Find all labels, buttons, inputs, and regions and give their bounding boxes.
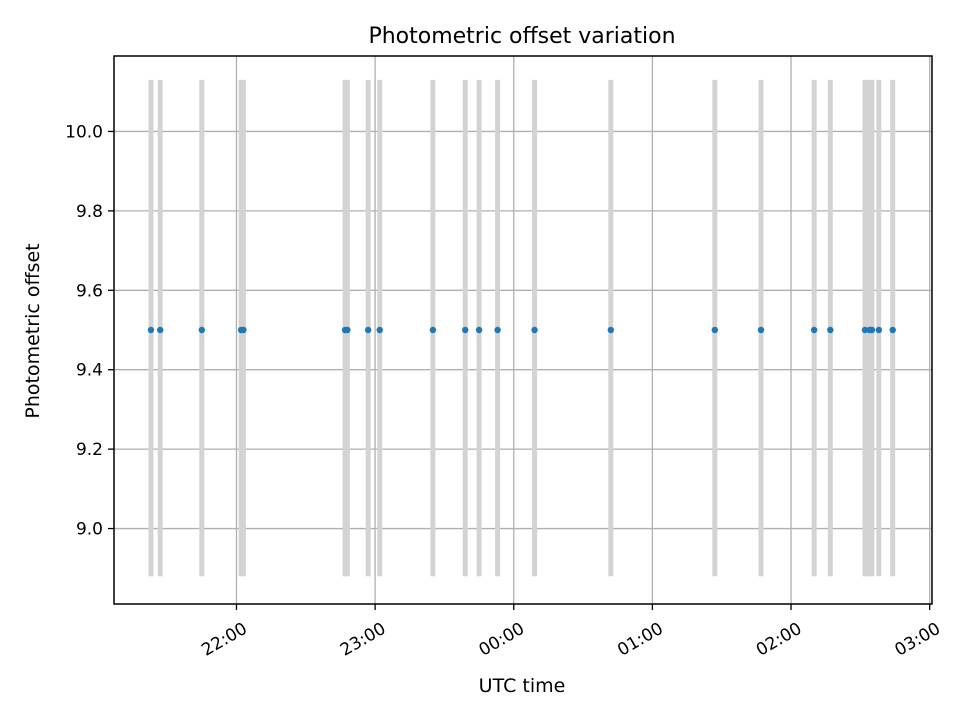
data-point bbox=[875, 326, 883, 334]
data-point bbox=[147, 326, 155, 334]
data-point bbox=[889, 326, 896, 334]
x-tick-label: 00:00 bbox=[476, 619, 528, 661]
data-point bbox=[868, 326, 876, 334]
data-point bbox=[531, 326, 538, 334]
x-tick-label: 01:00 bbox=[614, 619, 666, 661]
data-point bbox=[198, 326, 206, 334]
data-point bbox=[757, 326, 765, 334]
y-tick-label: 9.4 bbox=[76, 361, 103, 381]
x-axis-label: UTC time bbox=[479, 675, 566, 697]
x-axis-ticks: 22:00 23:00 00:00 01:00 02:00 03:00 bbox=[198, 604, 944, 661]
error-bars bbox=[148, 79, 896, 577]
data-point bbox=[494, 326, 501, 334]
data-point bbox=[429, 326, 437, 334]
y-tick-label: 9.8 bbox=[76, 202, 103, 222]
data-point bbox=[827, 326, 834, 334]
data-points bbox=[147, 326, 896, 334]
y-tick-label: 9.6 bbox=[76, 281, 103, 301]
data-point bbox=[157, 326, 164, 334]
data-point bbox=[711, 326, 718, 334]
grid bbox=[114, 56, 932, 604]
data-point bbox=[364, 326, 372, 334]
y-tick-label: 9.0 bbox=[76, 520, 103, 540]
y-axis-ticks: 9.0 9.2 9.4 9.6 9.8 10.0 bbox=[65, 122, 114, 540]
data-point bbox=[344, 326, 351, 334]
chart-title: Photometric offset variation bbox=[368, 24, 675, 49]
x-tick-label: 02:00 bbox=[753, 619, 805, 661]
y-tick-label: 9.2 bbox=[76, 440, 103, 460]
x-tick-label: 23:00 bbox=[337, 619, 389, 661]
data-point bbox=[376, 326, 383, 334]
x-tick-label: 03:00 bbox=[892, 619, 944, 661]
y-tick-label: 10.0 bbox=[65, 122, 103, 142]
y-axis-label: Photometric offset bbox=[22, 243, 44, 418]
data-point bbox=[475, 326, 483, 334]
data-point bbox=[810, 326, 818, 334]
data-point bbox=[240, 326, 247, 334]
plot-frame bbox=[113, 55, 933, 605]
data-point bbox=[607, 326, 615, 334]
x-tick-label: 22:00 bbox=[198, 619, 250, 661]
data-point bbox=[462, 326, 469, 334]
data-point bbox=[861, 326, 869, 334]
